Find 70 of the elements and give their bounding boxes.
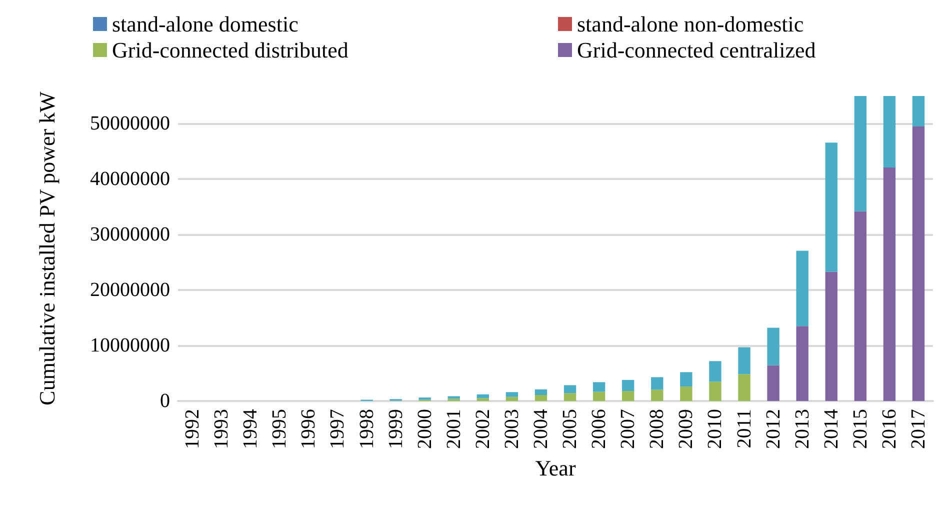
x-tick-label: 1994 (240, 409, 262, 449)
bar (796, 250, 808, 326)
bar (709, 361, 722, 382)
bar (738, 347, 750, 374)
legend-label: Grid-connected distributed (112, 38, 348, 62)
x-tick-label: 2008 (646, 409, 668, 449)
bar (709, 382, 722, 401)
bar (854, 211, 866, 401)
bar (592, 382, 606, 392)
x-tick-label: 2012 (762, 409, 784, 449)
bar (506, 396, 518, 401)
bar (564, 393, 576, 401)
x-tick-label: 2004 (530, 409, 552, 449)
x-tick-label: 2005 (559, 409, 582, 449)
x-tick-label: 2009 (675, 409, 698, 449)
bar (738, 374, 750, 401)
x-tick-label: 1993 (210, 409, 233, 449)
bar (651, 390, 664, 401)
bar (564, 385, 576, 394)
bar (680, 372, 692, 387)
y-tick-label: 40000000 (90, 168, 170, 190)
bar (825, 142, 838, 272)
y-tick-label: 50000000 (90, 112, 170, 135)
bar (476, 398, 489, 401)
x-tick-label: 2014 (820, 409, 842, 449)
bar (534, 395, 548, 401)
bar (534, 389, 548, 396)
y-tick-label: 10000000 (90, 334, 170, 357)
legend-label: stand-alone non-domestic (577, 12, 804, 36)
bar (767, 365, 780, 401)
x-tick-label: 2015 (849, 409, 872, 449)
bar (448, 396, 460, 399)
x-tick-label: 2013 (791, 409, 814, 449)
y-tick-label: 0 (160, 390, 170, 412)
bar (854, 96, 866, 212)
bar (506, 392, 518, 397)
x-tick-label: 2011 (733, 409, 756, 448)
x-axis-title: Year (535, 456, 576, 480)
x-tick-label: 2010 (704, 409, 726, 449)
x-tick-label: 1997 (326, 409, 349, 449)
x-tick-label: 1998 (356, 409, 378, 449)
x-tick-label: 2000 (414, 409, 436, 449)
x-tick-label: 1999 (384, 409, 407, 449)
y-tick-label: 20000000 (90, 279, 170, 302)
bar (825, 272, 838, 401)
bar (883, 168, 896, 401)
x-tick-label: 2017 (907, 409, 930, 449)
x-tick-label: 2003 (500, 409, 523, 449)
bar (680, 386, 692, 401)
x-tick-label: 2001 (442, 409, 465, 449)
bar (912, 96, 925, 126)
x-tick-label: 2007 (617, 409, 640, 449)
bar (883, 96, 896, 168)
x-tick-label: 2016 (878, 409, 900, 449)
y-tick-label: 30000000 (90, 224, 170, 246)
bar (767, 328, 780, 366)
x-tick-label: 1992 (182, 409, 204, 449)
x-tick-label: 1995 (268, 409, 291, 449)
x-tick-label: 1996 (298, 409, 320, 449)
bar (622, 391, 634, 401)
bar (912, 126, 925, 401)
bar (796, 326, 808, 401)
x-tick-label: 2006 (588, 409, 610, 449)
bar (622, 380, 634, 392)
bar (651, 377, 664, 390)
x-tick-label: 2002 (472, 409, 494, 449)
legend-label: stand-alone domestic (112, 12, 299, 36)
y-axis-title: Cumulative installed PV power kW (34, 91, 60, 406)
legend-label: Grid-connected centralized (577, 38, 816, 62)
bar (592, 392, 606, 401)
